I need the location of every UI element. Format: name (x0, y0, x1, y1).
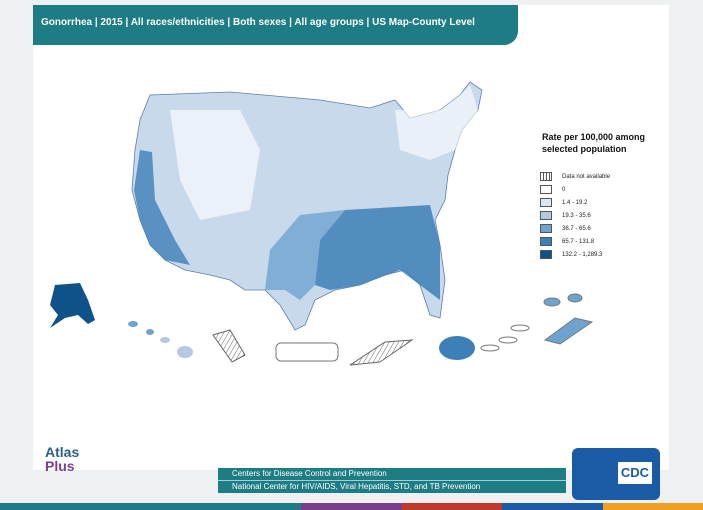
puerto-rico (275, 342, 339, 362)
southeast-region (315, 205, 440, 300)
guam (439, 336, 475, 360)
cdc-text: CDC (618, 462, 652, 484)
footer-line: Centers for Disease Control and Preventi… (232, 469, 387, 478)
northeast-region (395, 85, 478, 160)
legend-item: 132.2 - 1,289.3 (540, 250, 602, 261)
legend-label: 0 (562, 187, 566, 194)
map (50, 81, 594, 366)
legend-swatch (540, 250, 552, 259)
southern-plains (265, 210, 345, 300)
footer-line: National Center for HIV/AIDS, Viral Hepa… (218, 480, 566, 493)
atlas-logo[interactable]: Atlas Plus (45, 445, 79, 473)
legend-swatch (540, 211, 552, 220)
legend-swatch (540, 198, 552, 207)
legend-label: 19.3 - 35.6 (562, 213, 591, 220)
mountain-region (170, 110, 260, 220)
legend-swatch (540, 185, 552, 194)
legend-label: 65.7 - 131.8 (562, 239, 595, 246)
legend-item: Data not available (540, 172, 610, 183)
legend-title: Rate per 100,000 among selected populati… (542, 132, 646, 154)
hawaii (128, 321, 193, 358)
legend-swatch (540, 237, 552, 246)
legend-item: 1.4 - 19.2 (540, 198, 587, 209)
legend-label: 132.2 - 1,289.3 (562, 252, 603, 259)
west-coast (134, 150, 190, 265)
legend-item: 65.7 - 131.8 (540, 237, 594, 248)
atlas-text: Atlas (45, 444, 80, 460)
header-title: Gonorrhea | 2015 | All races/ethnicities… (33, 5, 518, 45)
legend-item: 19.3 - 35.6 (540, 211, 591, 222)
alaska (50, 283, 95, 328)
pacific-islands (480, 293, 594, 352)
legend-label: 36.7 - 65.6 (562, 226, 591, 233)
legend-item: 36.7 - 65.6 (540, 224, 591, 235)
footer: Centers for Disease Control and Preventi… (218, 468, 566, 493)
legend-label: 1.4 - 19.2 (562, 200, 588, 207)
color-stripe (0, 503, 703, 510)
plus-text: Plus (45, 458, 75, 474)
legend-swatch (540, 224, 552, 233)
legend-item: 0 (540, 185, 565, 196)
cdc-logo[interactable]: CDC (572, 448, 660, 500)
american-samoa (212, 329, 246, 363)
virgin-islands (349, 339, 414, 366)
legend-swatch (540, 172, 552, 181)
legend-label: Data not available (562, 174, 611, 181)
